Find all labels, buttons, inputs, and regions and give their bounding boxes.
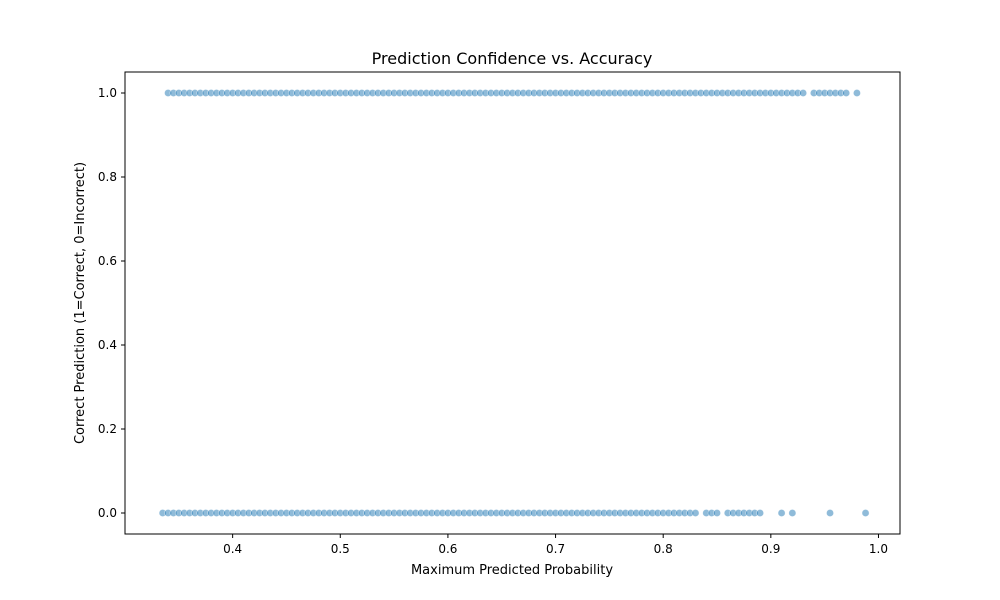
y-tick-label: 0.4 (98, 338, 117, 352)
y-tick-label: 1.0 (98, 86, 117, 100)
x-tick-label: 0.9 (761, 542, 780, 556)
y-tick-label: 0.2 (98, 422, 117, 436)
point-correct (842, 89, 851, 97)
x-tick-label: 0.4 (223, 542, 242, 556)
y-axis-label: Correct Prediction (1=Correct, 0=Incorre… (73, 162, 88, 444)
x-tick-label: 1.0 (869, 542, 888, 556)
x-axis-ticks: 0.4 0.5 0.6 0.7 0.8 0.9 1.0 (223, 534, 888, 556)
y-tick-label: 0.6 (98, 254, 117, 268)
point-correct (799, 89, 808, 97)
y-tick-label: 0.0 (98, 506, 117, 520)
point-incorrect (777, 509, 786, 517)
chart-title: Prediction Confidence vs. Accuracy (372, 49, 653, 68)
x-tick-label: 0.6 (438, 542, 457, 556)
point-incorrect (826, 509, 834, 517)
point-incorrect (691, 509, 700, 517)
x-tick-label: 0.5 (331, 542, 350, 556)
x-tick-label: 0.8 (654, 542, 673, 556)
x-tick-label: 0.7 (546, 542, 565, 556)
point-incorrect (756, 509, 764, 517)
plot-frame (124, 71, 901, 535)
point-incorrect (861, 509, 870, 517)
point-incorrect (713, 509, 721, 517)
point-incorrect (788, 509, 797, 517)
y-tick-label: 0.8 (98, 170, 117, 184)
y-axis-ticks: 0.0 0.2 0.4 0.6 0.8 1.0 (98, 86, 125, 520)
point-correct (853, 89, 861, 97)
data-points (158, 89, 870, 517)
x-axis-label: Maximum Predicted Probability (411, 563, 613, 578)
